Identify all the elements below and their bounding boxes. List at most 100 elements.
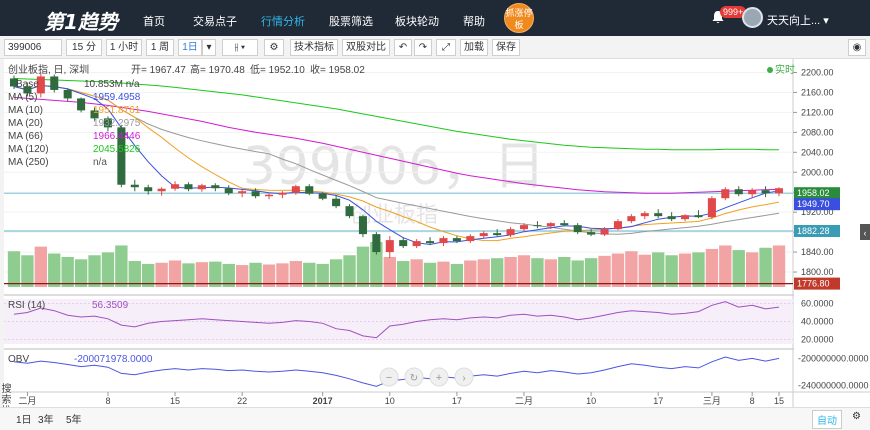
candle-body [211,185,220,189]
candle-body [358,216,367,235]
volume-bar [249,262,262,287]
volume-bar [759,247,772,287]
range-5y-button[interactable]: 5年 [66,415,82,426]
zoom-out-icon: − [386,372,392,384]
camera-icon: ◉ [852,42,862,53]
candle-body [345,206,354,217]
ma5-value: 1959.4958 [93,92,141,103]
candle-body [103,118,112,128]
candle-body [681,215,690,220]
zoom-in-button[interactable] [429,367,449,387]
symbol-input[interactable] [4,39,62,56]
compare-button[interactable]: 双股对比 [342,39,390,56]
price-tick-label: 1800.00 [801,267,834,277]
left-rail [0,59,4,430]
candle-body [318,193,327,199]
auto-scale-button[interactable]: 自动 [812,410,842,429]
x-tick-label: 17 [452,396,462,406]
ma250-label: MA (250) [8,157,49,168]
rsi-grid: 60.0000 40.0000 20.0000 [4,299,834,345]
rsi-polyline [13,301,780,339]
candle-body [748,190,757,195]
interval-1d-button[interactable]: 1日 [178,39,202,56]
candle-body [157,188,166,192]
volume-bar [88,255,101,287]
user-avatar[interactable] [742,7,763,28]
volume-bar [558,257,571,287]
indicators-button[interactable]: 技术指标 [290,39,338,56]
x-tick-label: 2017 [313,396,333,406]
volume-bar [477,259,490,287]
fullscreen-button[interactable]: ⤢ [436,39,456,56]
nav-trade-ideas[interactable]: 交易点子 [193,16,237,28]
user-menu[interactable]: 天天向上... ▾ [767,15,829,27]
candle-body [560,223,569,226]
reset-zoom-button[interactable] [404,367,424,387]
x-tick-label: 10 [586,396,596,406]
volume-bar [209,261,222,287]
volume-bar [423,262,437,287]
settings-button[interactable]: ⚙ [264,39,284,56]
volume-bar [303,262,316,287]
close-value: 收= 1958.02 [310,63,365,76]
redo-icon: ↷ [418,42,428,53]
price-tick-label: 2160.00 [801,87,834,97]
x-tick-label: 15 [170,396,180,406]
zoom-in-icon: + [436,372,442,384]
interval-1h-button[interactable]: 1 小时 [106,39,142,56]
nav-sector-rotation[interactable]: 板块轮动 [395,16,439,28]
rsi-tick-label: 60.0000 [801,299,834,309]
zoom-out-button[interactable] [379,367,399,387]
price-tick-label: 1920.00 [801,207,834,217]
ma250-value: n/a [93,157,107,168]
price-tick-label: 2040.00 [801,147,834,157]
volume-bar [772,245,786,287]
side-expand-handle[interactable] [860,224,870,240]
interval-15min-button[interactable]: 15 分 [66,39,102,56]
snapshot-button[interactable]: ◉ [848,39,866,56]
rsi-title: RSI (14) [8,300,45,311]
volume-bar [142,263,155,287]
obv-tick-label: -200000000.0000 [798,353,869,363]
load-button[interactable]: 加载 [460,39,488,56]
baseline-price-tag-bg [794,277,840,290]
settings-button-bottom[interactable]: ⚙ [852,411,861,422]
top-nav: 第1趋势 首页 交易点子 行情分析 股票筛选 板块轮动 帮助 抓涨停板 999+… [0,0,870,36]
candlestick-icon: ⫲ ▾ [234,42,246,53]
ma66-line [13,96,780,194]
scroll-right-button[interactable] [454,367,474,387]
candle-body [774,188,784,194]
support-price-tag-bg [794,224,840,237]
candle-body [305,186,314,194]
nav-market-analysis[interactable]: 行情分析 [261,16,305,28]
volume-bar [450,263,464,287]
nav-help[interactable]: 帮助 [463,16,485,28]
range-3y-button[interactable]: 3年 [38,415,54,426]
nav-home[interactable]: 首页 [143,16,165,28]
nav-stock-screener[interactable]: 股票筛选 [329,16,373,28]
brand-logo[interactable]: 第1趋势 [44,10,118,34]
candle-body [707,198,716,218]
volume-bar [235,265,249,287]
interval-dropdown-button[interactable]: ▾ [202,39,216,56]
volume-bar [21,255,34,287]
candle-body [721,189,730,199]
volume-bar [692,252,705,287]
range-1d-button[interactable]: 1日 [16,415,32,426]
chart-style-button[interactable]: ⫲ ▾ [222,39,258,56]
candle-body [519,225,529,230]
save-button[interactable]: 保存 [492,39,520,56]
high-value: 高= 1970.48 [190,63,245,76]
realtime-label[interactable]: 实时 [775,63,795,76]
volume-bars [7,242,786,287]
volume-bar [101,252,115,287]
candle-body [63,89,72,99]
limit-up-promo-button[interactable]: 抓涨停板 [504,3,534,33]
undo-button[interactable]: ↶ [394,39,412,56]
redo-button[interactable]: ↷ [414,39,432,56]
volume-bar [584,258,598,287]
interval-1w-button[interactable]: 1 周 [146,39,174,56]
candle-body [426,241,435,244]
